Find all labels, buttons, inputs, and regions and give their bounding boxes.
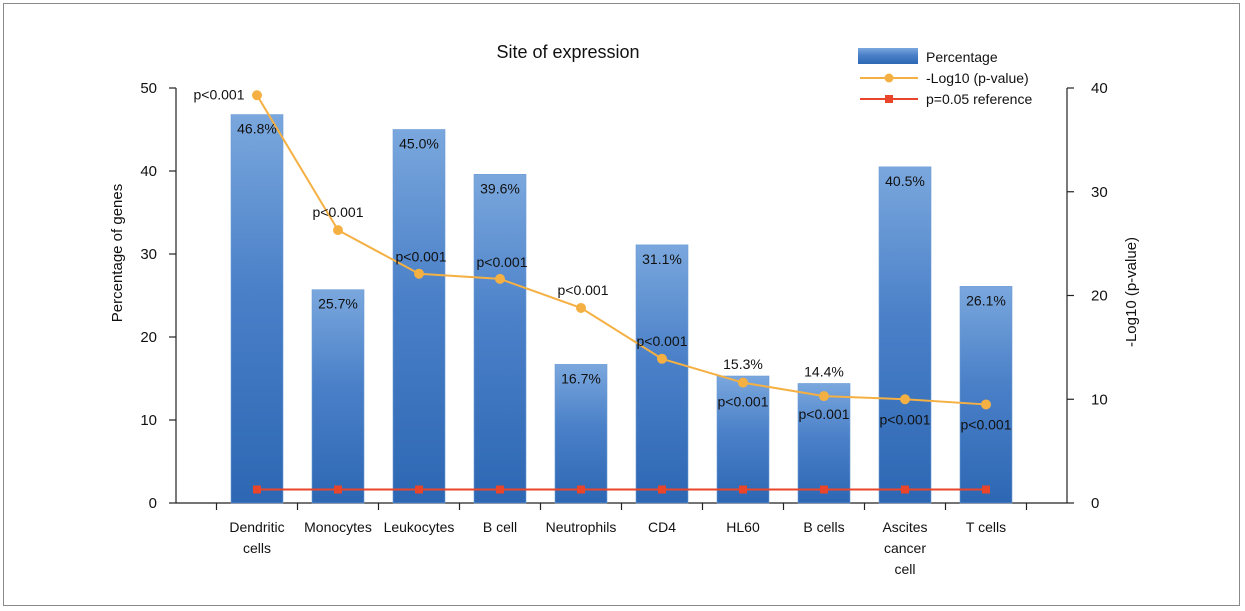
y-tick-label: 10 bbox=[140, 412, 157, 429]
reference-point bbox=[739, 485, 747, 494]
pvalue-label: p<0.001 bbox=[558, 282, 609, 298]
x-tick-label: cell bbox=[894, 561, 915, 577]
pvalue-point bbox=[819, 391, 829, 402]
pvalue-label: p<0.001 bbox=[477, 254, 528, 270]
pvalue-point bbox=[576, 302, 586, 313]
bar-value-label: 39.6% bbox=[480, 180, 520, 196]
reference-point bbox=[253, 485, 261, 494]
bar-value-label: 31.1% bbox=[642, 251, 682, 267]
bar-value-label: 15.3% bbox=[723, 356, 763, 372]
bar bbox=[716, 375, 770, 504]
bar bbox=[311, 289, 365, 504]
reference-point bbox=[496, 485, 504, 494]
pvalue-point bbox=[900, 394, 910, 405]
reference-point bbox=[334, 485, 342, 494]
y-tick-label: 30 bbox=[140, 246, 157, 263]
bar-value-label: 26.1% bbox=[966, 292, 1006, 308]
pvalue-point bbox=[414, 268, 424, 279]
y2-axis-title: -Log10 (p-value) bbox=[1123, 237, 1140, 347]
y-tick-label: 40 bbox=[140, 163, 157, 180]
lines-layer bbox=[252, 90, 991, 494]
reference-point bbox=[982, 485, 990, 494]
chart-title: Site of expression bbox=[496, 42, 639, 62]
x-tick-label: HL60 bbox=[726, 519, 760, 535]
pvalue-label: p<0.001 bbox=[718, 394, 769, 410]
bars-layer bbox=[230, 114, 1013, 504]
bar bbox=[797, 383, 851, 504]
bar-value-label: 45.0% bbox=[399, 136, 439, 152]
y-tick-label: 50 bbox=[140, 80, 157, 97]
x-tick-label: Ascites bbox=[882, 519, 927, 535]
bar-value-label: 46.8% bbox=[237, 121, 277, 137]
pvalue-label: p<0.001 bbox=[799, 406, 850, 422]
x-tick-label: Neutrophils bbox=[546, 519, 617, 535]
pvalue-label: p<0.001 bbox=[637, 333, 688, 349]
reference-point bbox=[658, 485, 666, 494]
bar bbox=[878, 166, 932, 504]
y-axis-title: Percentage of genes bbox=[109, 184, 126, 322]
x-tick-label: Leukocytes bbox=[384, 519, 455, 535]
reference-point bbox=[415, 485, 423, 494]
y2-tick-label: 10 bbox=[1091, 391, 1108, 408]
bar-value-label: 40.5% bbox=[885, 173, 925, 189]
x-tick-label: Dendritic bbox=[229, 519, 284, 535]
legend-label-percentage: Percentage bbox=[926, 49, 998, 65]
legend-swatch-percentage bbox=[858, 48, 918, 64]
bar bbox=[473, 174, 527, 504]
bar-value-label: 25.7% bbox=[318, 296, 358, 312]
y-tick-label: 20 bbox=[140, 329, 157, 346]
reference-point bbox=[901, 485, 909, 494]
legend-marker-reference bbox=[885, 95, 893, 103]
y2-tick-label: 0 bbox=[1091, 495, 1099, 512]
legend-label-reference: p=0.05 reference bbox=[926, 91, 1032, 107]
labels-layer: 46.8% 25.7% 45.0% 39.6% 16.7% 31.1% 15.3% 14.4%… bbox=[194, 86, 1012, 432]
y-tick-label: 0 bbox=[149, 495, 157, 512]
bar-value-label: 16.7% bbox=[561, 370, 601, 386]
legend: Percentage -Log10 (p-value) p=0.05 refer… bbox=[858, 48, 1032, 107]
pvalue-label: p<0.001 bbox=[313, 204, 364, 220]
y2-tick-label: 40 bbox=[1091, 80, 1108, 97]
pvalue-point bbox=[738, 377, 748, 388]
pvalue-point bbox=[981, 399, 991, 410]
bar-value-label: 14.4% bbox=[804, 363, 844, 379]
y2-tick-label: 20 bbox=[1091, 288, 1108, 305]
pvalue-label: p<0.001 bbox=[396, 249, 447, 265]
axes-layer: 0 10 20 30 40 50 0 10 20 30 40 Dendritic cells Monocy… bbox=[140, 80, 1107, 577]
bar bbox=[635, 244, 689, 504]
legend-marker-pvalue bbox=[884, 73, 894, 83]
y2-tick-label: 30 bbox=[1091, 184, 1108, 201]
reference-point bbox=[577, 485, 585, 494]
pvalue-point bbox=[495, 273, 505, 284]
bar bbox=[959, 286, 1013, 504]
x-tick-label: Monocytes bbox=[304, 519, 372, 535]
x-tick-label: cancer bbox=[884, 540, 926, 556]
pvalue-label: p<0.001 bbox=[880, 411, 931, 427]
pvalue-label: p<0.001 bbox=[194, 86, 245, 102]
bar bbox=[230, 114, 284, 504]
x-tick-label: T cells bbox=[966, 519, 1006, 535]
bar bbox=[554, 364, 608, 504]
legend-label-pvalue: -Log10 (p-value) bbox=[926, 70, 1029, 86]
x-tick-label: B cells bbox=[803, 519, 844, 535]
x-tick-label: CD4 bbox=[648, 519, 676, 535]
pvalue-point bbox=[333, 225, 343, 236]
pvalue-point bbox=[252, 90, 262, 101]
x-tick-label: B cell bbox=[483, 519, 517, 535]
reference-point bbox=[820, 485, 828, 494]
pvalue-label: p<0.001 bbox=[961, 416, 1012, 432]
pvalue-line bbox=[256, 94, 987, 406]
x-tick-label: cells bbox=[243, 540, 271, 556]
bar bbox=[392, 129, 446, 504]
pvalue-point bbox=[657, 353, 667, 364]
